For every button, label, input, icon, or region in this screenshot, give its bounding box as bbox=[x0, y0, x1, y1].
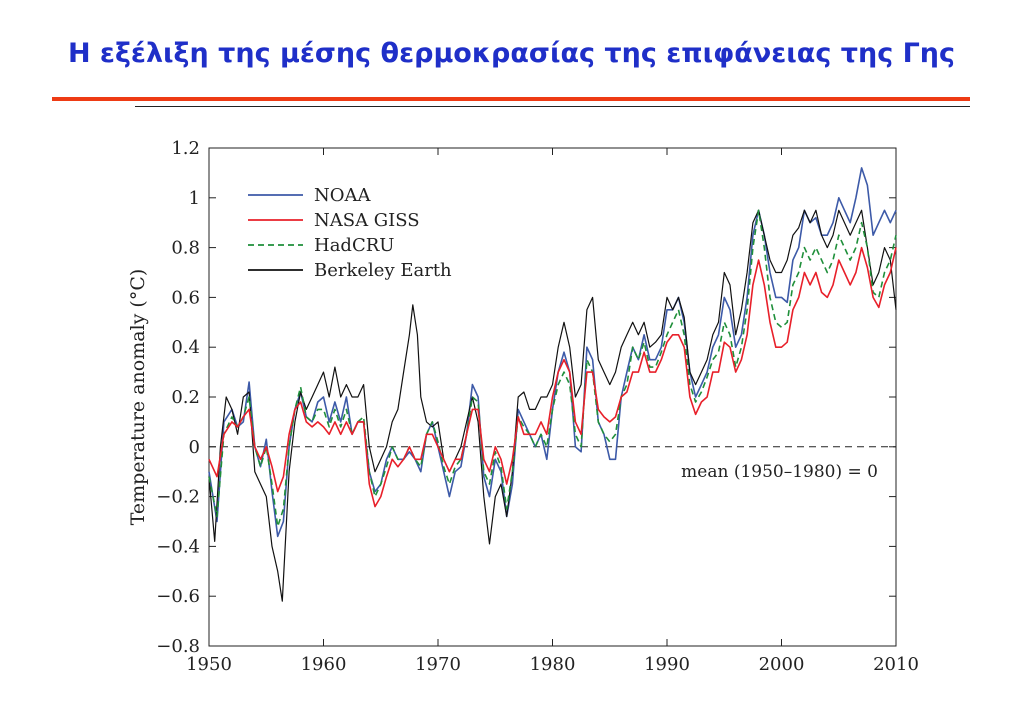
y-tick-label: 0.6 bbox=[171, 287, 200, 308]
series-line-nasa-giss bbox=[208, 246, 897, 508]
series-line-berkeley-earth bbox=[208, 209, 897, 602]
series-line-noaa bbox=[208, 167, 897, 538]
y-tick-label: 1 bbox=[189, 188, 200, 209]
legend-label-noaa: NOAA bbox=[314, 185, 372, 206]
legend-label-berkeley-earth: Berkeley Earth bbox=[314, 260, 452, 281]
y-tick-label: 0.4 bbox=[171, 337, 200, 358]
page-title: Η εξέλιξη της μέσης θερμοκρασίας της επι… bbox=[67, 38, 956, 69]
reference-line-label: mean (1950–1980) = 0 bbox=[681, 462, 878, 482]
y-tick-label: −0.6 bbox=[156, 586, 200, 607]
y-tick-label: −0.4 bbox=[156, 536, 200, 557]
y-tick-label: −0.2 bbox=[156, 487, 200, 508]
x-tick-label: 1980 bbox=[530, 654, 576, 675]
y-tick-label: −0.8 bbox=[156, 636, 200, 657]
y-tick-label: 0.2 bbox=[171, 387, 200, 408]
title-thin-rule bbox=[135, 106, 970, 107]
title-underline bbox=[52, 97, 970, 101]
x-tick-label: 1950 bbox=[186, 654, 232, 675]
y-tick-label: 0.8 bbox=[171, 238, 200, 259]
x-tick-label: 2000 bbox=[759, 654, 805, 675]
y-tick-label: 1.2 bbox=[171, 138, 200, 159]
x-tick-label: 1960 bbox=[301, 654, 347, 675]
legend-label-hadcru: HadCRU bbox=[314, 235, 394, 256]
y-axis-label: Temperature anomaly (°C) bbox=[127, 269, 149, 526]
legend-label-nasa-giss: NASA GISS bbox=[314, 210, 420, 231]
x-tick-label: 2010 bbox=[873, 654, 919, 675]
x-tick-label: 1970 bbox=[415, 654, 461, 675]
y-tick-label: 0 bbox=[189, 437, 200, 458]
series-line-hadcru bbox=[208, 209, 897, 528]
x-tick-label: 1990 bbox=[644, 654, 690, 675]
